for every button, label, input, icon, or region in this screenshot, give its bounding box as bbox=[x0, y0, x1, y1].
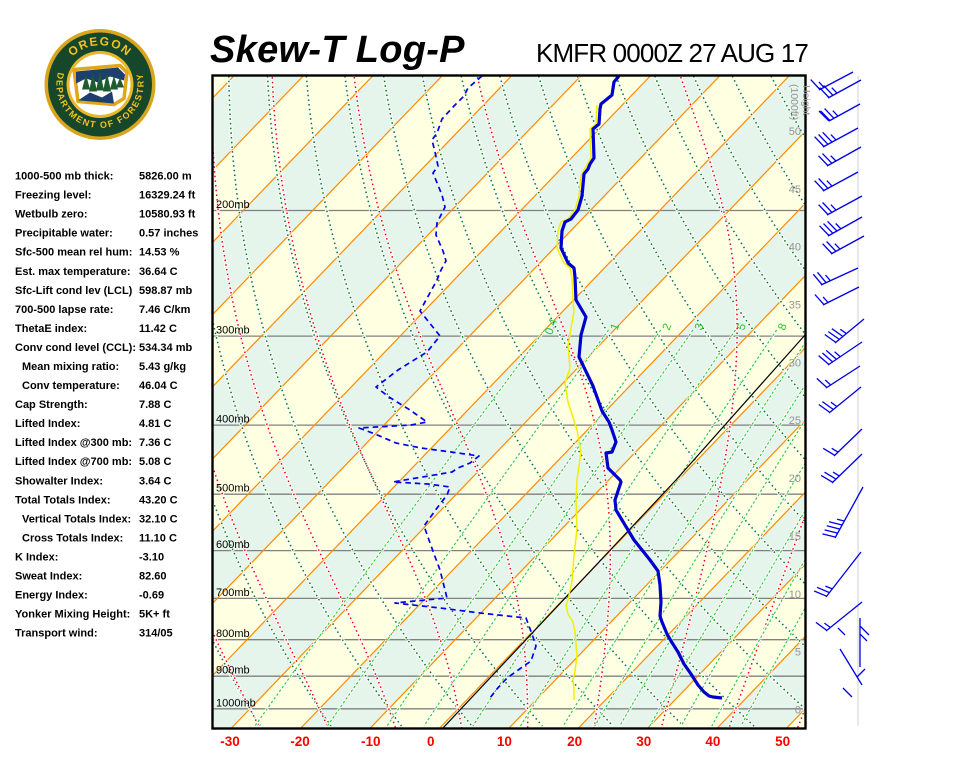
svg-text:Mean mixing ratio:: Mean mixing ratio: bbox=[22, 361, 119, 373]
svg-text:400mb: 400mb bbox=[216, 414, 250, 426]
svg-text:20: 20 bbox=[567, 734, 582, 749]
svg-text:200mb: 200mb bbox=[216, 199, 250, 211]
svg-text:Yonker Mixing Height:: Yonker Mixing Height: bbox=[15, 609, 130, 621]
svg-text:700mb: 700mb bbox=[216, 587, 250, 599]
svg-text:900mb: 900mb bbox=[216, 665, 250, 677]
svg-text:5826.00 m: 5826.00 m bbox=[139, 171, 192, 183]
svg-text:ThetaE index:: ThetaE index: bbox=[15, 323, 87, 335]
svg-text:50: 50 bbox=[789, 126, 801, 138]
svg-text:40: 40 bbox=[789, 242, 801, 254]
svg-text:Wetbulb zero:: Wetbulb zero: bbox=[15, 209, 88, 221]
svg-text:1000-500 mb thick:: 1000-500 mb thick: bbox=[15, 171, 113, 183]
svg-text:15: 15 bbox=[789, 531, 801, 543]
svg-text:Sfc-Lift cond lev (LCL): Sfc-Lift cond lev (LCL) bbox=[15, 285, 133, 297]
svg-text:10: 10 bbox=[789, 589, 801, 601]
svg-text:16329.24 ft: 16329.24 ft bbox=[139, 190, 196, 202]
svg-text:46.04 C: 46.04 C bbox=[139, 380, 178, 392]
svg-text:534.34 mb: 534.34 mb bbox=[139, 342, 192, 354]
svg-text:Height: Height bbox=[800, 85, 812, 115]
svg-text:0: 0 bbox=[795, 705, 801, 717]
svg-text:(1000ft): (1000ft) bbox=[788, 84, 800, 120]
svg-text:40: 40 bbox=[705, 734, 720, 749]
svg-text:Sweat Index:: Sweat Index: bbox=[15, 571, 82, 583]
svg-text:Conv cond level (CCL):: Conv cond level (CCL): bbox=[15, 342, 136, 354]
svg-text:Cross Totals Index:: Cross Totals Index: bbox=[22, 533, 123, 545]
svg-text:598.87 mb: 598.87 mb bbox=[139, 285, 192, 297]
svg-text:800mb: 800mb bbox=[216, 628, 250, 640]
svg-text:-30: -30 bbox=[220, 734, 240, 749]
svg-text:K Index:: K Index: bbox=[15, 552, 58, 564]
svg-text:35: 35 bbox=[789, 300, 801, 312]
svg-text:5K+ ft: 5K+ ft bbox=[139, 609, 170, 621]
svg-text:Freezing level:: Freezing level: bbox=[15, 190, 91, 202]
svg-text:4.81 C: 4.81 C bbox=[139, 418, 171, 430]
svg-text:Lifted Index:: Lifted Index: bbox=[15, 418, 80, 430]
svg-text:600mb: 600mb bbox=[216, 539, 250, 551]
svg-text:-20: -20 bbox=[290, 734, 310, 749]
svg-text:500mb: 500mb bbox=[216, 483, 250, 495]
svg-text:82.60: 82.60 bbox=[139, 571, 167, 583]
svg-text:0.57 inches: 0.57 inches bbox=[139, 228, 198, 240]
svg-text:-0.69: -0.69 bbox=[139, 590, 164, 602]
svg-text:Total Totals Index:: Total Totals Index: bbox=[15, 494, 111, 506]
svg-text:KMFR 0000Z 27 AUG 17: KMFR 0000Z 27 AUG 17 bbox=[536, 38, 808, 68]
svg-text:10: 10 bbox=[497, 734, 512, 749]
svg-text:314/05: 314/05 bbox=[139, 628, 173, 640]
svg-text:50: 50 bbox=[775, 734, 790, 749]
svg-text:Transport wind:: Transport wind: bbox=[15, 628, 98, 640]
svg-text:30: 30 bbox=[636, 734, 651, 749]
svg-text:11.42 C: 11.42 C bbox=[139, 323, 177, 335]
svg-text:3.64 C: 3.64 C bbox=[139, 475, 171, 487]
svg-text:-10: -10 bbox=[361, 734, 381, 749]
svg-text:20: 20 bbox=[789, 473, 801, 485]
svg-text:700-500 lapse rate:: 700-500 lapse rate: bbox=[15, 304, 113, 316]
svg-text:Sfc-500 mean rel hum:: Sfc-500 mean rel hum: bbox=[15, 247, 132, 259]
svg-text:45: 45 bbox=[789, 184, 801, 196]
svg-text:32.10 C: 32.10 C bbox=[139, 513, 178, 525]
svg-text:25: 25 bbox=[789, 415, 801, 427]
svg-text:7.36 C: 7.36 C bbox=[139, 437, 171, 449]
svg-text:Showalter Index:: Showalter Index: bbox=[15, 475, 103, 487]
svg-text:Cap Strength:: Cap Strength: bbox=[15, 399, 88, 411]
svg-text:7.88 C: 7.88 C bbox=[139, 399, 171, 411]
svg-text:7.46 C/km: 7.46 C/km bbox=[139, 304, 191, 316]
svg-text:5: 5 bbox=[795, 647, 801, 659]
svg-text:Conv temperature:: Conv temperature: bbox=[22, 380, 120, 392]
svg-text:300mb: 300mb bbox=[216, 325, 250, 337]
svg-text:Skew-T Log-P: Skew-T Log-P bbox=[210, 29, 465, 71]
svg-text:30: 30 bbox=[789, 357, 801, 369]
svg-text:14.53 %: 14.53 % bbox=[139, 247, 180, 259]
svg-text:Lifted Index @300 mb:: Lifted Index @300 mb: bbox=[15, 437, 132, 449]
svg-text:Est. max temperature:: Est. max temperature: bbox=[15, 266, 131, 278]
svg-text:0: 0 bbox=[427, 734, 435, 749]
svg-text:5.08 C: 5.08 C bbox=[139, 456, 171, 468]
svg-text:Lifted Index @700 mb:: Lifted Index @700 mb: bbox=[15, 456, 132, 468]
svg-text:5.43 g/kg: 5.43 g/kg bbox=[139, 361, 186, 373]
svg-text:43.20 C: 43.20 C bbox=[139, 494, 178, 506]
svg-text:11.10 C: 11.10 C bbox=[139, 533, 177, 545]
svg-text:10580.93 ft: 10580.93 ft bbox=[139, 209, 196, 221]
svg-text:Vertical Totals Index:: Vertical Totals Index: bbox=[22, 513, 131, 525]
svg-text:36.64 C: 36.64 C bbox=[139, 266, 178, 278]
svg-text:Energy Index:: Energy Index: bbox=[15, 590, 88, 602]
svg-text:1000mb: 1000mb bbox=[216, 697, 256, 709]
svg-text:Precipitable water:: Precipitable water: bbox=[15, 228, 113, 240]
svg-text:-3.10: -3.10 bbox=[139, 552, 164, 564]
